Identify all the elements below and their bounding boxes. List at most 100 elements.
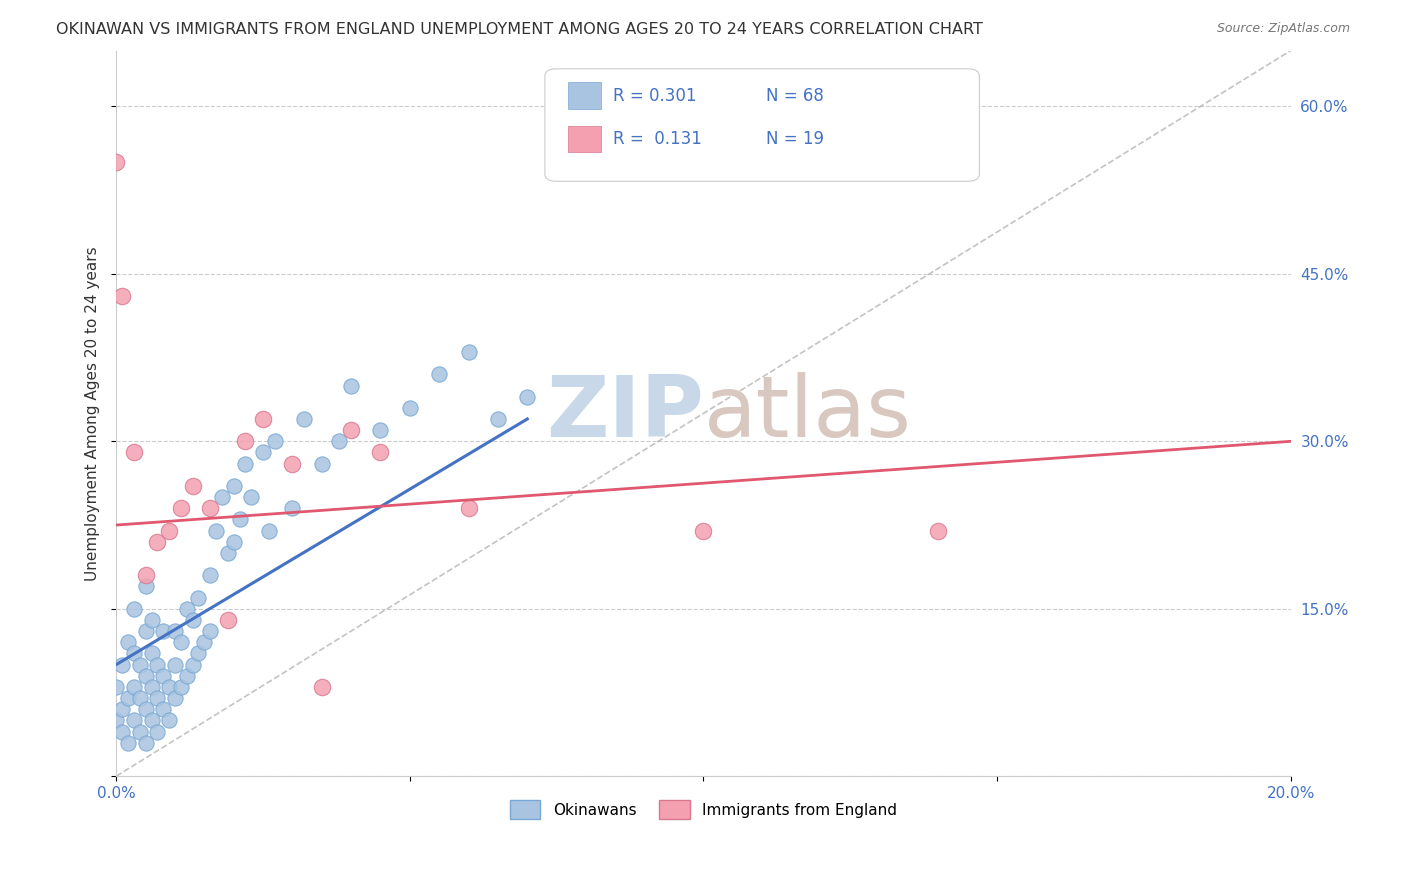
Point [170, 501, 193, 516]
Point [692, 524, 714, 538]
Point [240, 490, 263, 504]
Point [200, 568, 222, 582]
Point [111, 657, 134, 672]
Point [157, 714, 180, 728]
Point [170, 635, 193, 649]
Point [128, 691, 150, 706]
Point [217, 613, 239, 627]
Point [228, 512, 250, 526]
Point [181, 479, 204, 493]
Point [111, 724, 134, 739]
Point [311, 457, 333, 471]
Point [146, 657, 169, 672]
Point [311, 680, 333, 694]
Point [122, 647, 145, 661]
Point [152, 702, 174, 716]
Point [235, 457, 257, 471]
Point [457, 501, 479, 516]
Text: Source: ZipAtlas.com: Source: ZipAtlas.com [1216, 22, 1350, 36]
Point [217, 546, 239, 560]
Point [235, 434, 257, 449]
Point [122, 601, 145, 615]
Point [176, 601, 198, 615]
Point [181, 657, 204, 672]
Point [157, 680, 180, 694]
Point [222, 479, 245, 493]
Point [141, 714, 163, 728]
Point [281, 457, 304, 471]
Y-axis label: Unemployment Among Ages 20 to 24 years: Unemployment Among Ages 20 to 24 years [86, 246, 100, 581]
Point [427, 368, 450, 382]
Point [281, 501, 304, 516]
Point [105, 714, 128, 728]
Point [340, 378, 363, 392]
Point [135, 579, 157, 593]
Point [176, 669, 198, 683]
Point [105, 155, 128, 169]
Text: R =  0.131: R = 0.131 [613, 130, 702, 148]
Point [263, 434, 285, 449]
Point [181, 613, 204, 627]
Point [122, 680, 145, 694]
Legend: Okinawans, Immigrants from England: Okinawans, Immigrants from England [502, 793, 904, 827]
Point [146, 724, 169, 739]
Point [399, 401, 422, 415]
Point [122, 714, 145, 728]
Point [117, 691, 139, 706]
Point [370, 423, 392, 437]
Point [146, 534, 169, 549]
Point [128, 724, 150, 739]
FancyBboxPatch shape [546, 69, 980, 181]
Point [457, 345, 479, 359]
Point [111, 289, 134, 303]
Point [211, 490, 233, 504]
Point [135, 702, 157, 716]
Point [516, 390, 538, 404]
Point [370, 445, 392, 459]
Point [128, 657, 150, 672]
Point [135, 568, 157, 582]
Point [146, 691, 169, 706]
Point [222, 534, 245, 549]
Point [205, 524, 228, 538]
Text: N = 19: N = 19 [766, 130, 824, 148]
Point [111, 702, 134, 716]
Text: OKINAWAN VS IMMIGRANTS FROM ENGLAND UNEMPLOYMENT AMONG AGES 20 TO 24 YEARS CORRE: OKINAWAN VS IMMIGRANTS FROM ENGLAND UNEM… [56, 22, 983, 37]
Text: ZIP: ZIP [546, 372, 703, 455]
Point [163, 657, 186, 672]
Point [252, 412, 274, 426]
Point [163, 624, 186, 638]
Point [252, 445, 274, 459]
Point [292, 412, 315, 426]
Point [135, 736, 157, 750]
Point [141, 680, 163, 694]
Point [122, 445, 145, 459]
Point [152, 669, 174, 683]
Point [257, 524, 280, 538]
Point [135, 624, 157, 638]
Point [117, 736, 139, 750]
Point [187, 647, 209, 661]
Point [927, 524, 949, 538]
Point [152, 624, 174, 638]
Point [163, 691, 186, 706]
Point [187, 591, 209, 605]
Point [170, 680, 193, 694]
Point [135, 669, 157, 683]
FancyBboxPatch shape [568, 82, 602, 109]
Text: R = 0.301: R = 0.301 [613, 87, 696, 104]
Point [193, 635, 215, 649]
Point [486, 412, 509, 426]
Point [141, 647, 163, 661]
Point [340, 423, 363, 437]
Point [200, 501, 222, 516]
Text: atlas: atlas [703, 372, 911, 455]
Point [328, 434, 350, 449]
Point [141, 613, 163, 627]
Point [157, 524, 180, 538]
Point [117, 635, 139, 649]
Text: N = 68: N = 68 [766, 87, 824, 104]
FancyBboxPatch shape [568, 126, 602, 153]
Point [200, 624, 222, 638]
Point [105, 680, 128, 694]
